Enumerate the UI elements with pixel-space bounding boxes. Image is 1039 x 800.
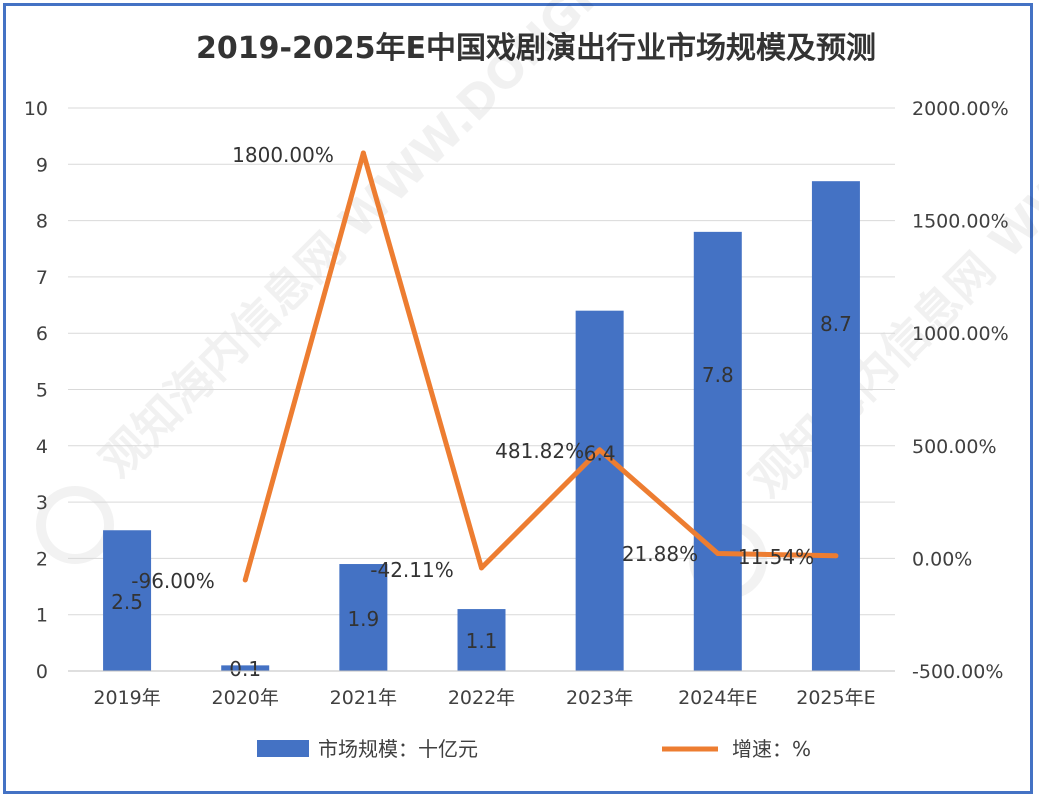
bar	[811, 181, 860, 671]
left-axis-tick: 1	[36, 605, 48, 627]
left-axis-tick: 2	[36, 548, 48, 570]
left-axis-tick: 6	[36, 323, 48, 345]
legend-line-label: 增速：%	[732, 737, 811, 761]
x-axis-tick: 2021年	[330, 687, 397, 709]
left-axis-tick: 8	[36, 211, 48, 233]
watermark-text: 观知海内信息网 WWW.DONGFANGQB.COM	[740, 0, 1039, 508]
legend-bar-swatch	[257, 740, 309, 757]
left-axis-tick: 3	[36, 492, 48, 514]
legend-bar-label: 市场规模：十亿元	[318, 737, 478, 761]
x-axis-tick: 2025年E	[796, 687, 875, 709]
growth-line	[242, 150, 836, 581]
chart-frame	[3, 3, 1033, 794]
bar	[457, 609, 506, 671]
right-axis-tick: 1000.00%	[912, 323, 1009, 345]
x-axis-tick: 2019年	[93, 687, 160, 709]
line-point	[479, 565, 484, 571]
right-axis-tick: 0.00%	[912, 548, 972, 570]
line-point	[715, 550, 721, 556]
line-data-label: 21.88%	[622, 542, 698, 566]
left-axis-tick: 4	[36, 436, 48, 458]
line-data-label: 1800.00%	[232, 143, 334, 167]
left-axis-tick: 7	[36, 267, 48, 289]
x-axis-tick: 2020年	[212, 687, 279, 709]
line-data-label: -96.00%	[131, 569, 214, 593]
bar-data-label: 8.7	[820, 312, 852, 336]
bar-data-label: 6.4	[584, 442, 616, 466]
bar	[339, 564, 388, 671]
x-axis-tick: 2023年	[566, 687, 633, 709]
right-axis-tick: -500.00%	[912, 661, 1003, 683]
bar-data-label: 1.9	[347, 607, 379, 631]
left-axis-tick: 0	[36, 661, 48, 683]
left-axis-tick: 10	[24, 98, 48, 120]
line-point	[360, 150, 366, 156]
right-axis-tick: 1500.00%	[912, 211, 1009, 233]
left-axis-tick: 9	[36, 154, 48, 176]
line-series	[242, 150, 839, 583]
bar	[575, 310, 624, 671]
x-axis-tick: 2022年	[448, 687, 515, 709]
line-data-label: 11.54%	[738, 545, 814, 569]
bar-data-label: 7.8	[702, 363, 734, 387]
bar	[221, 665, 270, 671]
left-axis-tick: 5	[36, 380, 48, 402]
bar	[693, 231, 742, 672]
bar-data-label: 0.1	[229, 657, 261, 681]
x-axis-tick: 2024年E	[678, 687, 757, 709]
watermark-logo-icon	[36, 486, 114, 564]
axes: 0 1 2 3 4 5 6 7 8 9 10 -500.00% 0.00% 500.00% 1000.00%…	[24, 98, 1009, 709]
bar-data-label: 2.5	[111, 590, 143, 614]
data-labels: 2.5 0.1 1.9 1.1 6.4 7.8 8.7 -96.00% 1800.00% -42.…	[111, 143, 852, 681]
legend: 市场规模：十亿元 增速：%	[257, 737, 811, 761]
bar	[103, 530, 152, 671]
bar-data-label: 1.1	[466, 629, 498, 653]
line-point	[242, 577, 248, 583]
right-axis-tick: 500.00%	[912, 436, 997, 458]
line-data-label: -42.11%	[370, 558, 453, 582]
line-data-label: 481.82%	[495, 439, 584, 463]
bar-series	[103, 181, 860, 672]
right-axis-tick: 2000.00%	[912, 98, 1009, 120]
line-point	[597, 447, 603, 453]
line-point	[833, 553, 839, 559]
chart-title: 2019-2025年E中国戏剧演出行业市场规模及预测	[196, 31, 876, 66]
